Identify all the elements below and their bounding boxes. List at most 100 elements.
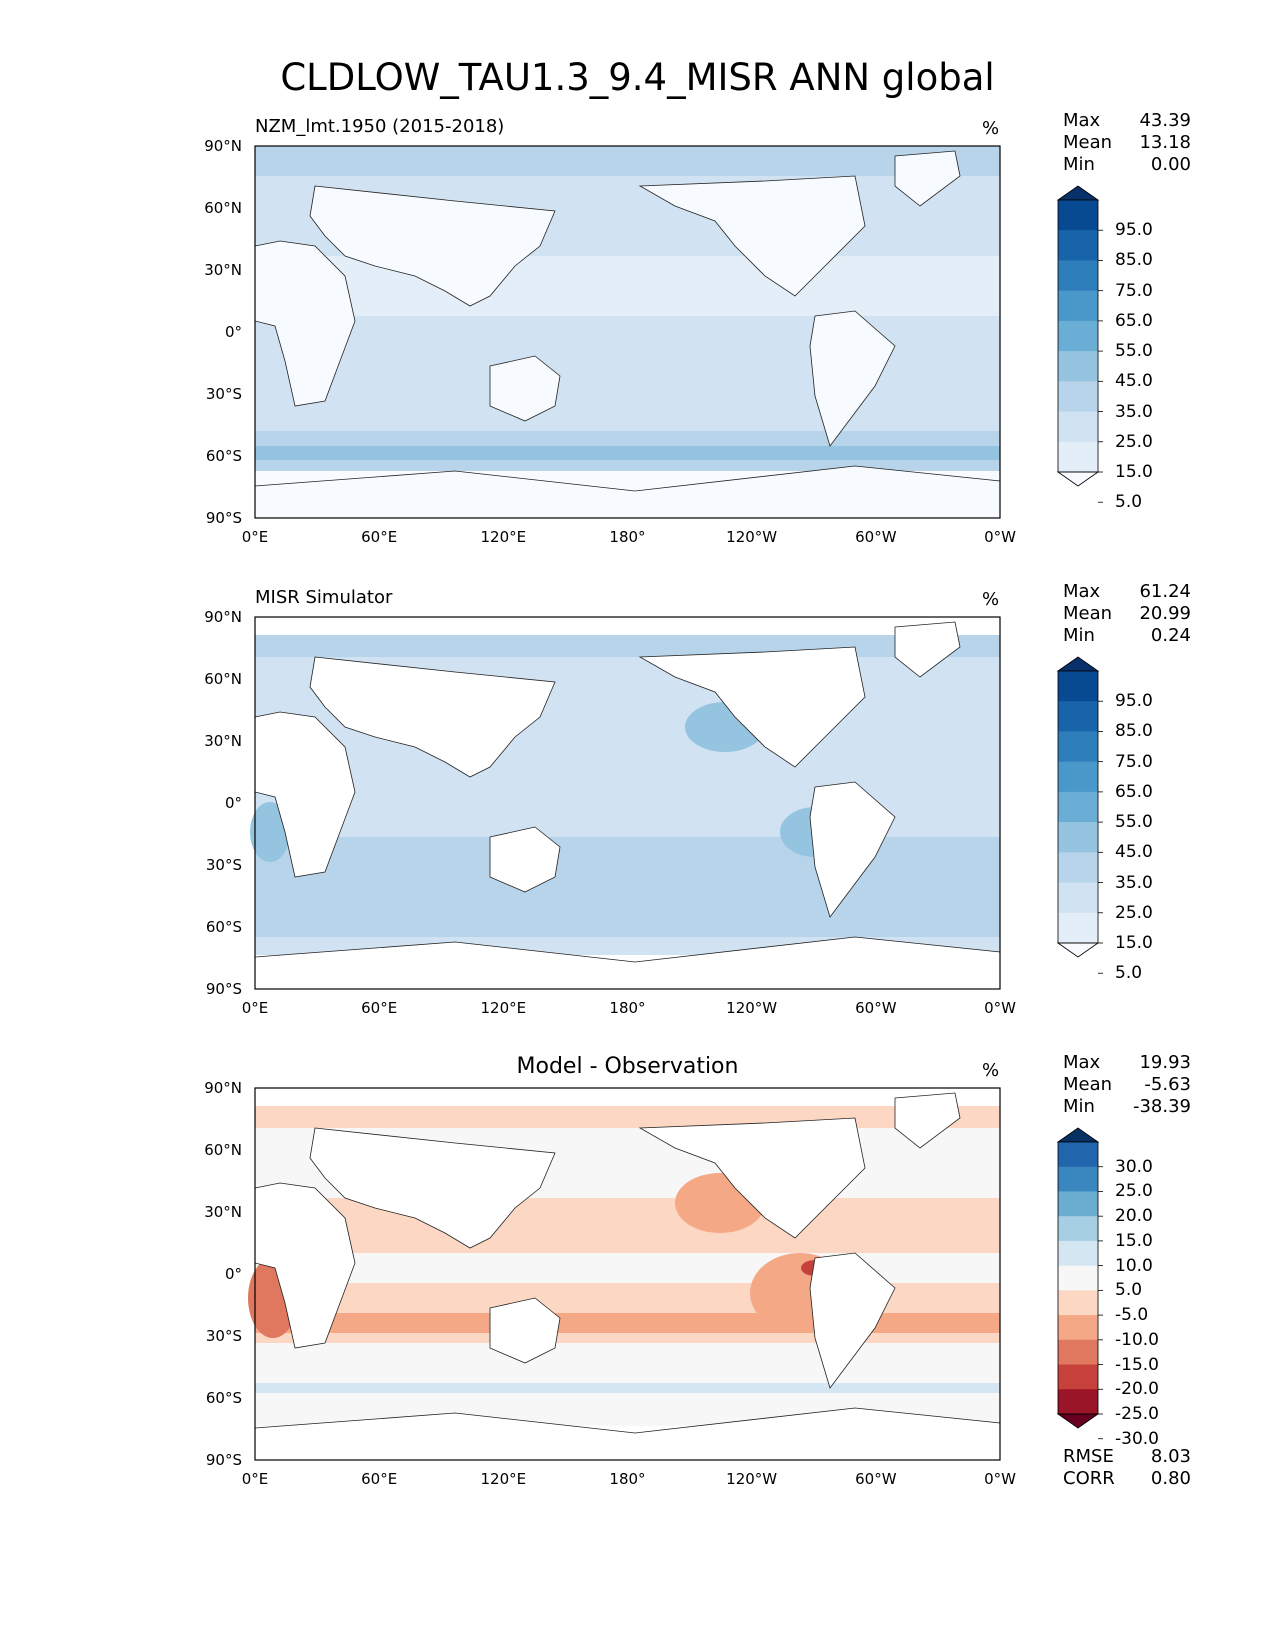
colorbar-bin	[1058, 260, 1098, 292]
band-subtropic-south	[255, 1313, 1000, 1333]
colorbar	[1056, 1127, 1103, 1440]
y-tick-label: 90°N	[204, 608, 242, 626]
y-tick-label: 0°	[224, 1265, 242, 1283]
colorbar-label: 15.0	[1115, 1230, 1153, 1251]
colorbar-extend-max	[1056, 656, 1100, 672]
y-tick-label: 30°N	[204, 732, 242, 750]
colorbar-frame	[1057, 1141, 1099, 1415]
y-tick-label: 30°S	[205, 385, 242, 403]
land-south-america	[809, 310, 896, 447]
colorbar-label: 35.0	[1115, 401, 1153, 422]
map-model	[254, 145, 1001, 519]
band-subtropic-north	[255, 256, 1000, 316]
y-tick-label: 90°N	[204, 137, 242, 155]
panel-difference: Model - Observation % Max 19.93 Mean -5.63…	[0, 1052, 1275, 1548]
colorbar-label: 95.0	[1115, 220, 1153, 241]
units-label: %	[982, 118, 1000, 139]
stat-value: 0.24	[1150, 625, 1191, 646]
plot-frame	[254, 616, 1001, 990]
y-tick-label: 60°S	[205, 447, 242, 465]
land-masses	[254, 1092, 1001, 1461]
land-africa-europe	[254, 711, 356, 878]
panel-observation: MISR Simulator % Max 61.24 Mean 20.99 Min 0…	[0, 581, 1275, 1077]
colorbar-label: 25.0	[1115, 431, 1153, 452]
colorbar-label: -20.0	[1115, 1379, 1159, 1400]
x-tick-label: 120°E	[480, 999, 527, 1017]
colorbar-label: 5.0	[1115, 492, 1143, 513]
stat-label: Max	[1063, 110, 1101, 131]
x-tick-label: 0°W	[984, 528, 1016, 546]
land-africa-europe	[254, 240, 356, 407]
colorbar-bin	[1058, 320, 1098, 352]
colorbar-bin	[1058, 1191, 1098, 1217]
colorbar-label: -5.0	[1115, 1305, 1149, 1326]
stat-label: Mean	[1063, 603, 1113, 624]
land-asia	[309, 185, 556, 307]
stat-value: 13.18	[1139, 132, 1191, 153]
stat-value: 20.99	[1139, 603, 1191, 624]
stat-label: Max	[1063, 1052, 1101, 1073]
land-greenland	[894, 621, 961, 678]
y-tick-label: 0°	[224, 794, 242, 812]
colorbar-extend-max	[1056, 185, 1100, 201]
colorbar-bin	[1058, 912, 1098, 944]
band-southern-ocean	[255, 1353, 1000, 1403]
colorbar-label: 95.0	[1115, 691, 1153, 712]
x-tick-label: 60°E	[361, 1470, 398, 1488]
x-tick-label: 180°	[609, 1470, 646, 1488]
units-label: %	[982, 1060, 1000, 1081]
skill-scores: RMSE 8.03 CORR 0.80	[1063, 1446, 1191, 1490]
stat-value: -38.39	[1132, 1096, 1191, 1117]
stat-value: 43.39	[1139, 110, 1191, 131]
stats-block: Max 19.93 Mean -5.63 Min -38.39	[1063, 1052, 1191, 1118]
x-tick-label: 120°W	[726, 999, 778, 1017]
y-tick-label: 90°S	[205, 980, 242, 998]
colorbar-extend-min	[1056, 471, 1100, 487]
x-tick-label: 60°E	[361, 999, 398, 1017]
y-tick-label: 60°N	[204, 670, 242, 688]
colorbar-label: 5.0	[1115, 1280, 1143, 1301]
land-masses	[254, 621, 1001, 990]
x-tick-label: 60°W	[855, 528, 897, 546]
band-southern-strip	[255, 446, 1000, 460]
colorbar-extend-min	[1056, 942, 1100, 958]
x-tick-label: 0°E	[241, 999, 269, 1017]
map-difference	[248, 1087, 1001, 1461]
panel-subtitle: Model - Observation	[516, 1054, 739, 1079]
colorbar-bin	[1058, 701, 1098, 732]
land-north-america	[638, 175, 866, 297]
colorbar-bin	[1058, 671, 1098, 702]
colorbar	[1056, 185, 1103, 503]
y-tick-label: 90°S	[205, 509, 242, 527]
land-north-america	[638, 1117, 866, 1239]
colorbar-label: -15.0	[1115, 1354, 1159, 1375]
plot-frame	[254, 145, 1001, 519]
x-tick-label: 60°W	[855, 999, 897, 1017]
x-tick-label: 120°W	[726, 1470, 778, 1488]
y-tick-label: 30°S	[205, 856, 242, 874]
colorbar-extend-min	[1056, 1413, 1100, 1429]
band-southern	[255, 837, 1000, 937]
rmse-label: RMSE	[1063, 1446, 1114, 1467]
panel-subtitle: NZM_lmt.1950 (2015-2018)	[255, 116, 505, 137]
colorbar-frame	[1057, 670, 1099, 944]
colorbar-label: 65.0	[1115, 781, 1153, 802]
colorbar-label: 55.0	[1115, 812, 1153, 833]
x-tick-label: 0°W	[984, 1470, 1016, 1488]
panel-subtitle: MISR Simulator	[255, 587, 393, 608]
colorbar-label: 10.0	[1115, 1255, 1153, 1276]
colorbar-bin	[1058, 1265, 1098, 1291]
colorbar-label: -10.0	[1115, 1329, 1159, 1350]
colorbar-extend-max	[1056, 1127, 1100, 1143]
x-tick-label: 180°	[609, 528, 646, 546]
colorbar-label: 75.0	[1115, 280, 1153, 301]
colorbar-label: 85.0	[1115, 250, 1153, 271]
stat-label: Min	[1063, 1096, 1095, 1117]
colorbar-label: 25.0	[1115, 902, 1153, 923]
colorbar-label: 15.0	[1115, 462, 1153, 482]
corr-value: 0.80	[1150, 1468, 1191, 1489]
x-tick-label: 120°E	[480, 1470, 527, 1488]
y-tick-label: 60°N	[204, 199, 242, 217]
colorbar-label: 25.0	[1115, 1181, 1153, 1202]
land-australia	[489, 1297, 561, 1364]
